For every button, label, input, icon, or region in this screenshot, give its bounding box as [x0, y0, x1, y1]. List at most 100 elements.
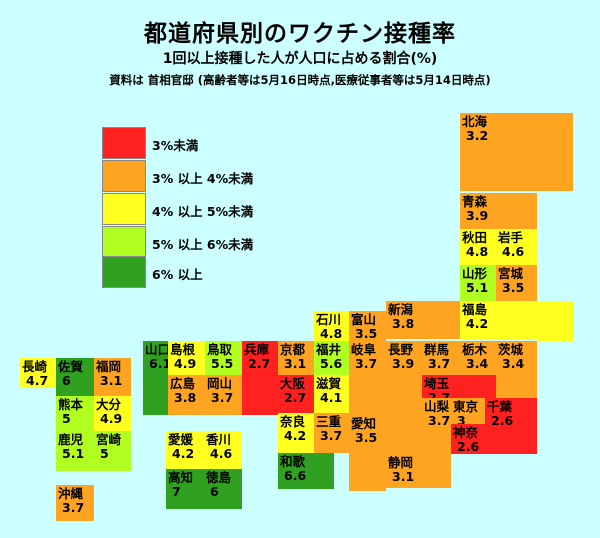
prefecture-value: 3.7 [211, 390, 234, 405]
prefecture-cell: 茨城 3.4 [496, 341, 537, 398]
prefecture-value: 3.1 [392, 469, 415, 484]
prefecture-cell: 岐阜 3.7 [349, 341, 386, 415]
prefecture-name: 山口 [145, 342, 168, 357]
prefecture-name: 高知 [168, 470, 194, 485]
prefecture-name: 徳島 [206, 470, 232, 485]
prefecture-value: 3.9 [392, 356, 415, 371]
prefecture-name: 北海 [462, 114, 488, 129]
prefecture-value: 3.4 [502, 356, 525, 371]
prefecture-name: 宮城 [498, 266, 524, 281]
prefecture-name: 香川 [206, 432, 232, 447]
prefecture-cell: 愛知 3.5 [349, 415, 386, 453]
prefecture-value: 4.8 [320, 326, 343, 341]
prefecture-cell: 熊本 5 [56, 396, 94, 431]
prefecture-value: 4.8 [466, 244, 489, 259]
prefecture-value: 3.5 [355, 326, 378, 341]
legend-swatch [102, 160, 146, 192]
prefecture-cell: 島根 4.9 [168, 341, 205, 375]
prefecture-cell: 愛媛 4.2 [166, 431, 204, 469]
prefecture-value: 5.5 [211, 356, 234, 371]
prefecture-cell: 大分 4.9 [94, 396, 131, 431]
prefecture-value: 4.2 [466, 316, 489, 331]
legend-swatch [102, 193, 146, 225]
prefecture-value: 5.1 [466, 280, 489, 295]
prefecture-value: 3.4 [466, 356, 489, 371]
prefecture-value: 3.5 [502, 280, 525, 295]
prefecture-cell: 福岡 3.1 [94, 358, 131, 396]
prefecture-value: 4.6 [502, 244, 525, 259]
prefecture-name: 沖縄 [58, 486, 84, 501]
legend-label: 5% 以上 6%未満 [152, 237, 254, 252]
prefecture-name: 長崎 [22, 359, 48, 374]
prefecture-value: 3.2 [466, 128, 489, 143]
prefecture-name: 鹿児 [58, 432, 84, 447]
prefecture-value: 3.7 [355, 356, 378, 371]
prefecture-name: 島根 [170, 342, 196, 357]
prefecture-value: 3.1 [100, 373, 123, 388]
prefecture-cell: 新潟 3.8 [386, 301, 460, 339]
prefecture-name: 富山 [351, 312, 377, 327]
prefecture-value: 3.9 [466, 208, 489, 223]
prefecture-cell: 秋田 4.8 [460, 229, 496, 265]
prefecture-name: 千葉 [487, 399, 513, 414]
prefecture-cell: 兵庫 2.7 [242, 341, 278, 415]
prefecture-name: 長野 [388, 342, 414, 357]
prefecture-value: 3.8 [174, 390, 197, 405]
prefecture-cell: 山口 6.1 [143, 341, 168, 415]
prefecture-name: 秋田 [462, 230, 488, 245]
prefecture-name: 群馬 [424, 342, 450, 357]
prefecture-name: 埼玉 [424, 376, 450, 391]
prefecture-cell: 群馬 3.7 [422, 341, 460, 375]
prefecture-name: 茨城 [498, 342, 524, 357]
prefecture-cell: 沖縄 3.7 [56, 485, 94, 521]
prefecture-cell: 埼玉 2.7 [422, 375, 496, 398]
prefecture-cell: 富山 3.5 [349, 311, 386, 341]
prefecture-cell: 宮城 3.5 [496, 265, 537, 301]
prefecture-name: 愛媛 [168, 432, 194, 447]
source-note: 資料は 首相官邸 (高齢者等は5月16日時点,医療従事者等は5月14日時点) [109, 73, 491, 87]
prefecture-value: 3.1 [284, 356, 307, 371]
map-region-fill [537, 301, 573, 341]
prefecture-value: 2.6 [457, 439, 480, 454]
legend-swatch [102, 127, 146, 159]
prefecture-value: 3.8 [392, 316, 415, 331]
prefecture-cell: 長野 3.9 [386, 341, 422, 375]
prefecture-name: 鳥取 [207, 342, 233, 357]
prefecture-cell: 東京 3 [451, 398, 485, 424]
prefecture-name: 熊本 [58, 397, 84, 412]
prefecture-value: 3.7 [320, 428, 343, 443]
legend-label: 3% 以上 4%未満 [152, 171, 254, 186]
prefecture-value: 3 [457, 413, 466, 425]
prefecture-cell: 山形 5.1 [460, 265, 496, 301]
prefecture-cell: 福島 4.2 [460, 301, 537, 339]
prefecture-cell: 三重 3.7 [314, 413, 349, 453]
prefecture-name: 愛知 [351, 416, 377, 431]
prefecture-cell: 大阪 2.7 [278, 375, 314, 413]
prefecture-value: 2.7 [284, 390, 307, 405]
legend-label: 6% 以上 [152, 267, 203, 282]
prefecture-value: 6.1 [149, 356, 168, 371]
prefecture-value: 5.6 [320, 356, 343, 371]
prefecture-cell: 北海 3.2 [460, 113, 573, 191]
prefecture-name: 石川 [316, 312, 342, 327]
prefecture-value: 2.7 [248, 356, 271, 371]
prefecture-cell: 広島 3.8 [168, 375, 205, 415]
prefecture-cell: 香川 4.6 [204, 431, 242, 469]
prefecture-value: 3.7 [428, 413, 451, 428]
prefecture-cell: 徳島 6 [204, 469, 242, 509]
prefecture-name: 広島 [170, 376, 196, 391]
prefecture-value: 3.7 [428, 356, 451, 371]
legend-label: 3%未満 [152, 138, 199, 153]
prefecture-value: 4.1 [320, 390, 343, 405]
prefecture-value: 4.7 [26, 373, 49, 388]
prefecture-cell: 長崎 4.7 [20, 358, 56, 388]
prefecture-value: 4.9 [100, 411, 123, 426]
prefecture-name: 福岡 [96, 359, 122, 374]
prefecture-value: 6 [62, 373, 71, 388]
prefecture-name: 福島 [462, 302, 488, 317]
prefecture-name: 滋賀 [316, 376, 342, 391]
prefecture-cell: 滋賀 4.1 [314, 375, 349, 413]
prefecture-value: 3.7 [62, 500, 85, 515]
prefecture-name: 静岡 [388, 455, 414, 470]
prefecture-name: 山梨 [424, 399, 450, 414]
